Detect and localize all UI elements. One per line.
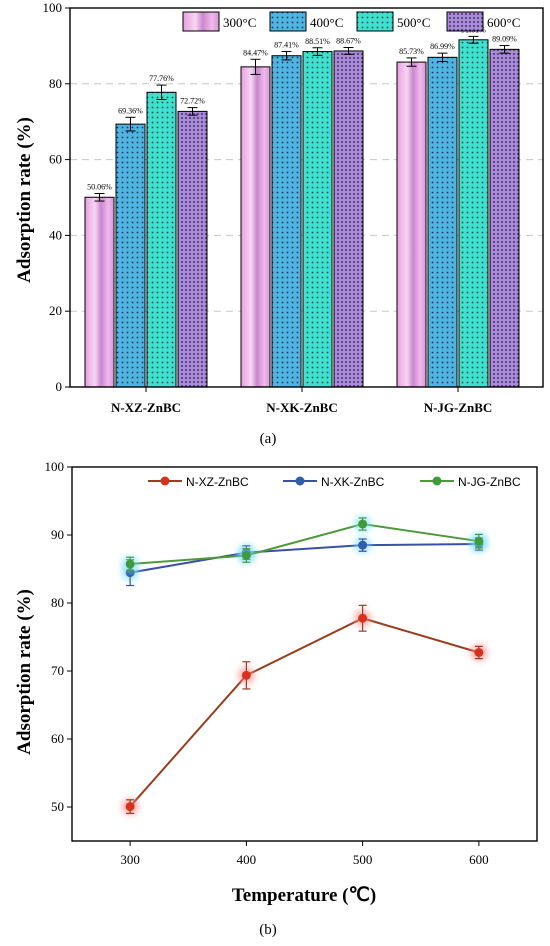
plot-frame [71, 466, 538, 842]
legend-swatch [182, 11, 220, 32]
y-tick-label: 90 [51, 527, 64, 542]
data-point [358, 519, 368, 529]
y-tick-label: 40 [49, 227, 62, 242]
legend-marker [432, 476, 442, 486]
data-label: 77.76% [149, 74, 174, 83]
legend-label: 500°C [397, 15, 430, 30]
series-lines [121, 515, 488, 816]
series-line [130, 523, 480, 566]
bar [115, 123, 146, 388]
series-line [129, 543, 479, 574]
bar [84, 196, 115, 388]
bar [489, 48, 520, 388]
legend-swatch [446, 11, 484, 32]
legend-label: 300°C [223, 15, 256, 30]
data-label: 69.36% [118, 106, 143, 115]
y-axis-title: Adsorption rate (%) [14, 589, 35, 755]
legend-label: 600°C [487, 15, 520, 30]
bar [302, 51, 333, 388]
y-tick-label: 50 [51, 799, 64, 814]
x-tick-label: 600 [469, 852, 489, 867]
legend-marker [295, 476, 305, 486]
bar-chart-panel: 50.06% 69.36% 77.76% 72.72% 84.47% 87.41% 88.5… [14, 0, 544, 447]
tick-labels: 50 60 70 80 90 100 300 400 500 600 [45, 459, 489, 867]
legend-label: N-XZ-ZnBC [186, 475, 249, 489]
line-chart-panel: 50 60 70 80 90 100 300 400 500 600 N-XZ-ZnBC N-XK-… [14, 459, 538, 938]
category-label: N-XK-ZnBC [266, 400, 338, 415]
y-tick-label: 100 [43, 0, 63, 15]
category-label: N-JG-ZnBC [424, 400, 493, 415]
x-category-labels: N-XZ-ZnBC N-XK-ZnBC N-JG-ZnBC [111, 400, 492, 415]
plot-frame [69, 7, 544, 388]
bar [333, 50, 364, 388]
data-label: 88.67% [336, 37, 361, 46]
y-tick-label: 0 [56, 379, 63, 394]
y-tick-labels: 0 20 40 60 80 100 [43, 0, 63, 394]
bar [396, 61, 427, 388]
data-label: 84.47% [243, 48, 268, 57]
data-point [474, 648, 484, 658]
axes [65, 7, 544, 392]
data-point [125, 802, 135, 812]
bar [458, 39, 489, 388]
legend: 300°C 400°C 500°C 600°C [182, 11, 520, 32]
bar [427, 56, 458, 388]
bar [146, 91, 177, 388]
legend: N-XZ-ZnBC N-XK-ZnBC N-JG-ZnBC [148, 475, 521, 489]
x-tick-label: 400 [237, 852, 257, 867]
data-label: 89.09% [492, 35, 517, 44]
series-line [129, 617, 480, 808]
data-point [358, 540, 368, 550]
data-point [474, 536, 484, 546]
data-label: 88.51% [305, 37, 330, 46]
data-label: 50.06% [87, 182, 112, 191]
y-tick-label: 70 [51, 663, 64, 678]
legend-swatch [269, 11, 307, 32]
panel-label: (b) [259, 922, 277, 938]
x-tick-label: 500 [353, 852, 373, 867]
data-point [241, 670, 251, 680]
data-label: 87.41% [274, 41, 299, 50]
y-tick-label: 80 [49, 76, 62, 91]
data-point [241, 550, 251, 560]
legend-marker [160, 476, 170, 486]
x-axis-title: Temperature (℃) [232, 885, 376, 906]
data-label: 85.73% [399, 47, 424, 56]
panel-label: (a) [260, 431, 277, 447]
axes [67, 466, 538, 846]
data-label: 86.99% [430, 42, 455, 51]
category-label: N-XZ-ZnBC [111, 400, 181, 415]
bar [240, 66, 271, 388]
y-tick-label: 80 [51, 595, 64, 610]
y-tick-label: 60 [49, 152, 62, 167]
x-tick-label: 300 [120, 852, 140, 867]
data-point [125, 559, 135, 569]
legend-label: N-XK-ZnBC [321, 475, 385, 489]
y-tick-label: 60 [51, 731, 64, 746]
bar [271, 55, 302, 388]
data-label: 72.72% [180, 97, 205, 106]
bar [177, 110, 208, 388]
bar-group: 50.06% 69.36% 77.76% 72.72% 84.47% 87.41% 88.5… [84, 25, 520, 388]
data-point [358, 613, 368, 623]
legend-swatch [356, 11, 394, 32]
y-tick-label: 100 [45, 459, 65, 474]
legend-label: 400°C [310, 15, 343, 30]
y-tick-label: 20 [49, 303, 62, 318]
y-axis-title: Adsorption rate (%) [14, 117, 35, 283]
legend-label: N-JG-ZnBC [458, 475, 521, 489]
